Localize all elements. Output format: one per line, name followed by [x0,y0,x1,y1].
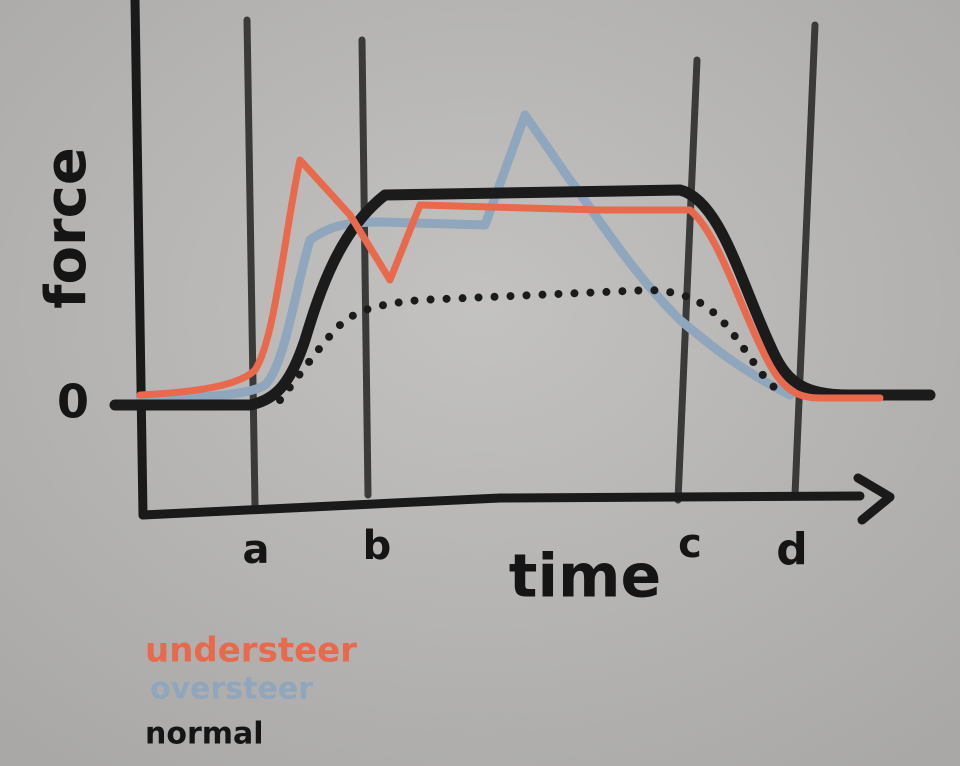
legend-entry: oversteer [150,672,313,707]
legend-entry: understeer [145,631,357,671]
y-axis-label: force [34,147,99,309]
understeer-curve [136,156,884,402]
marker-line [358,36,372,499]
x-axis [138,491,865,520]
reference-dotted-curve [276,286,779,404]
marker-line [243,16,259,509]
marker-label: a [243,527,270,573]
axes [130,0,895,525]
marker-label: c [678,521,702,567]
x-axis-label: time [509,542,661,612]
marker-label: d [776,524,808,575]
legend-entry: normal [145,717,264,752]
zero-label: 0 [57,375,89,429]
y-axis [130,0,148,520]
marker-line [791,21,819,499]
marker-line [674,56,701,504]
time-markers [243,16,819,509]
normal-curve [109,184,936,411]
x-axis-arrow [853,473,895,525]
marker-label: b [363,523,392,569]
